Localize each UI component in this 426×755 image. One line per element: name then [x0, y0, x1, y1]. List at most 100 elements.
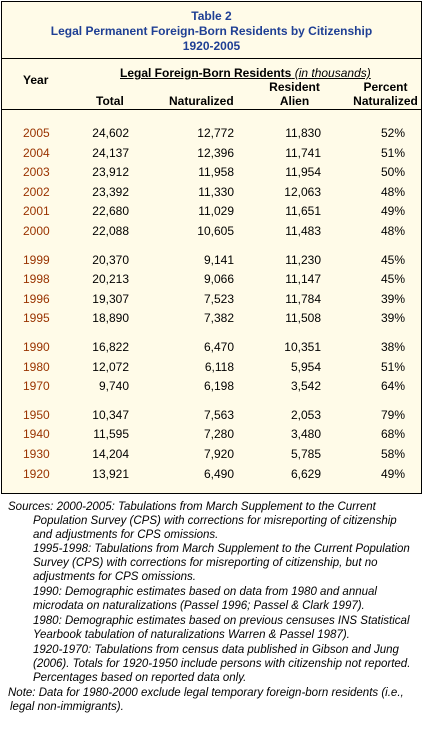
notes: Sources: 2000-2005: Tabulations from Mar… [0, 500, 426, 714]
col-header: Year [23, 73, 49, 87]
cell: 6,198 [203, 379, 234, 394]
year: 1999 [23, 252, 50, 267]
cell: 23,392 [92, 184, 129, 199]
cell: 11,954 [285, 165, 321, 180]
cell: 11,147 [285, 272, 321, 287]
source-item: 1990: Demographic estimates based on dat… [33, 585, 418, 613]
source-period: 2000-2005: [56, 501, 115, 513]
source-period: 1995-1998: [33, 543, 92, 555]
span-header: Legal Foreign-Born Residents (in thousan… [120, 66, 371, 80]
year: 1996 [23, 291, 50, 306]
cell: 5,785 [290, 447, 321, 461]
cell: 24,602 [92, 126, 129, 140]
cell: 11,230 [285, 252, 321, 267]
cell: 11,595 [93, 427, 129, 442]
cell: 13,921 [92, 466, 129, 481]
cell: 11,741 [285, 145, 321, 160]
cell: 7,920 [203, 447, 234, 461]
source-text: Demographic estimates based on data from… [33, 586, 377, 612]
year: 2001 [23, 204, 50, 219]
table-label: Table 2 [191, 9, 232, 23]
cell: 58% [380, 447, 405, 461]
cell: 79% [380, 407, 405, 422]
rule [2, 109, 421, 110]
source-text: Tabulations from March Supplement to the… [33, 543, 410, 583]
col-header: Naturalized [169, 94, 234, 108]
cell: 7,563 [203, 407, 234, 422]
cell: 20,370 [92, 252, 129, 267]
cell: 48% [380, 224, 405, 238]
cell: 49% [380, 466, 405, 481]
year: 1998 [23, 272, 50, 287]
year: 2000 [23, 224, 50, 238]
year: 1970 [23, 379, 50, 394]
col-header: Total [96, 94, 124, 108]
cell: 6,118 [204, 359, 234, 374]
cell: 10,605 [197, 224, 234, 238]
source-period: 1980: [33, 615, 62, 627]
cell: 11,029 [198, 204, 234, 219]
year: 2005 [23, 126, 50, 140]
cell: 12,396 [197, 145, 234, 160]
cell: 38% [380, 340, 405, 354]
cell: 7,523 [203, 291, 234, 306]
cell: 18,890 [92, 311, 129, 326]
year: 1980 [23, 359, 50, 374]
cell: 45% [380, 252, 405, 267]
cell: 23,912 [92, 165, 129, 180]
source-period: 1920-1970: [33, 644, 92, 656]
cell: 2,053 [290, 407, 321, 422]
year: 2002 [23, 184, 50, 199]
cell: 6,629 [290, 466, 321, 481]
source-period: 1990: [33, 586, 62, 598]
source-item: 1995-1998: Tabulations from March Supple… [33, 542, 418, 584]
year: 2004 [23, 145, 50, 160]
cell: 11,508 [285, 311, 321, 326]
cell: 14,204 [92, 447, 129, 461]
table-years: 1920-2005 [182, 39, 241, 53]
cell: 64% [380, 379, 405, 394]
cell: 39% [380, 311, 405, 326]
cell: 22,088 [92, 224, 129, 238]
cell: 7,280 [203, 427, 234, 442]
source-text: Tabulations from census data published i… [33, 644, 411, 684]
cell: 24,137 [92, 145, 129, 160]
year: 1920 [23, 466, 50, 481]
cell: 3,480 [290, 427, 321, 442]
cell: 11,651 [285, 204, 321, 219]
cell: 68% [380, 427, 405, 442]
cell: 16,822 [92, 340, 129, 354]
cell: 11,830 [285, 126, 321, 140]
year: 1990 [23, 340, 50, 354]
cell: 22,680 [92, 204, 129, 219]
cell: 6,490 [203, 466, 234, 481]
source-item: 1980: Demographic estimates based on pre… [33, 614, 418, 642]
col-header: Percent Naturalized [353, 80, 418, 108]
cell: 9,740 [98, 379, 129, 394]
cell: 11,330 [198, 184, 234, 199]
table-panel: Table 2 Legal Permanent Foreign-Born Res… [1, 1, 422, 494]
year: 1995 [23, 311, 50, 326]
cell: 11,958 [198, 165, 234, 180]
cell: 48% [380, 184, 405, 199]
cell: 7,382 [203, 311, 234, 326]
year: 1930 [23, 447, 50, 461]
cell: 19,307 [92, 291, 129, 306]
sources-label: Sources: [8, 501, 54, 513]
cell: 12,772 [197, 126, 234, 140]
cell: 52% [380, 126, 405, 140]
note: Note: Data for 1980-2000 exclude legal t… [8, 686, 422, 714]
cell: 10,351 [284, 340, 321, 354]
note-label: Note: [8, 687, 36, 699]
table-title: Legal Permanent Foreign-Born Residents b… [50, 24, 373, 38]
cell: 9,141 [203, 252, 234, 267]
span-title: Legal Foreign-Born Residents [120, 66, 292, 80]
cell: 10,347 [92, 407, 129, 422]
cell: 50% [380, 165, 405, 180]
cell: 6,470 [203, 340, 234, 354]
cell: 3,542 [290, 379, 321, 394]
source-text: Tabulations from March Supplement to the… [33, 501, 397, 541]
source-item: 1920-1970: Tabulations from census data … [33, 643, 418, 685]
span-unit: (in thousands) [294, 66, 371, 80]
col-header: Resident Alien [269, 80, 320, 108]
